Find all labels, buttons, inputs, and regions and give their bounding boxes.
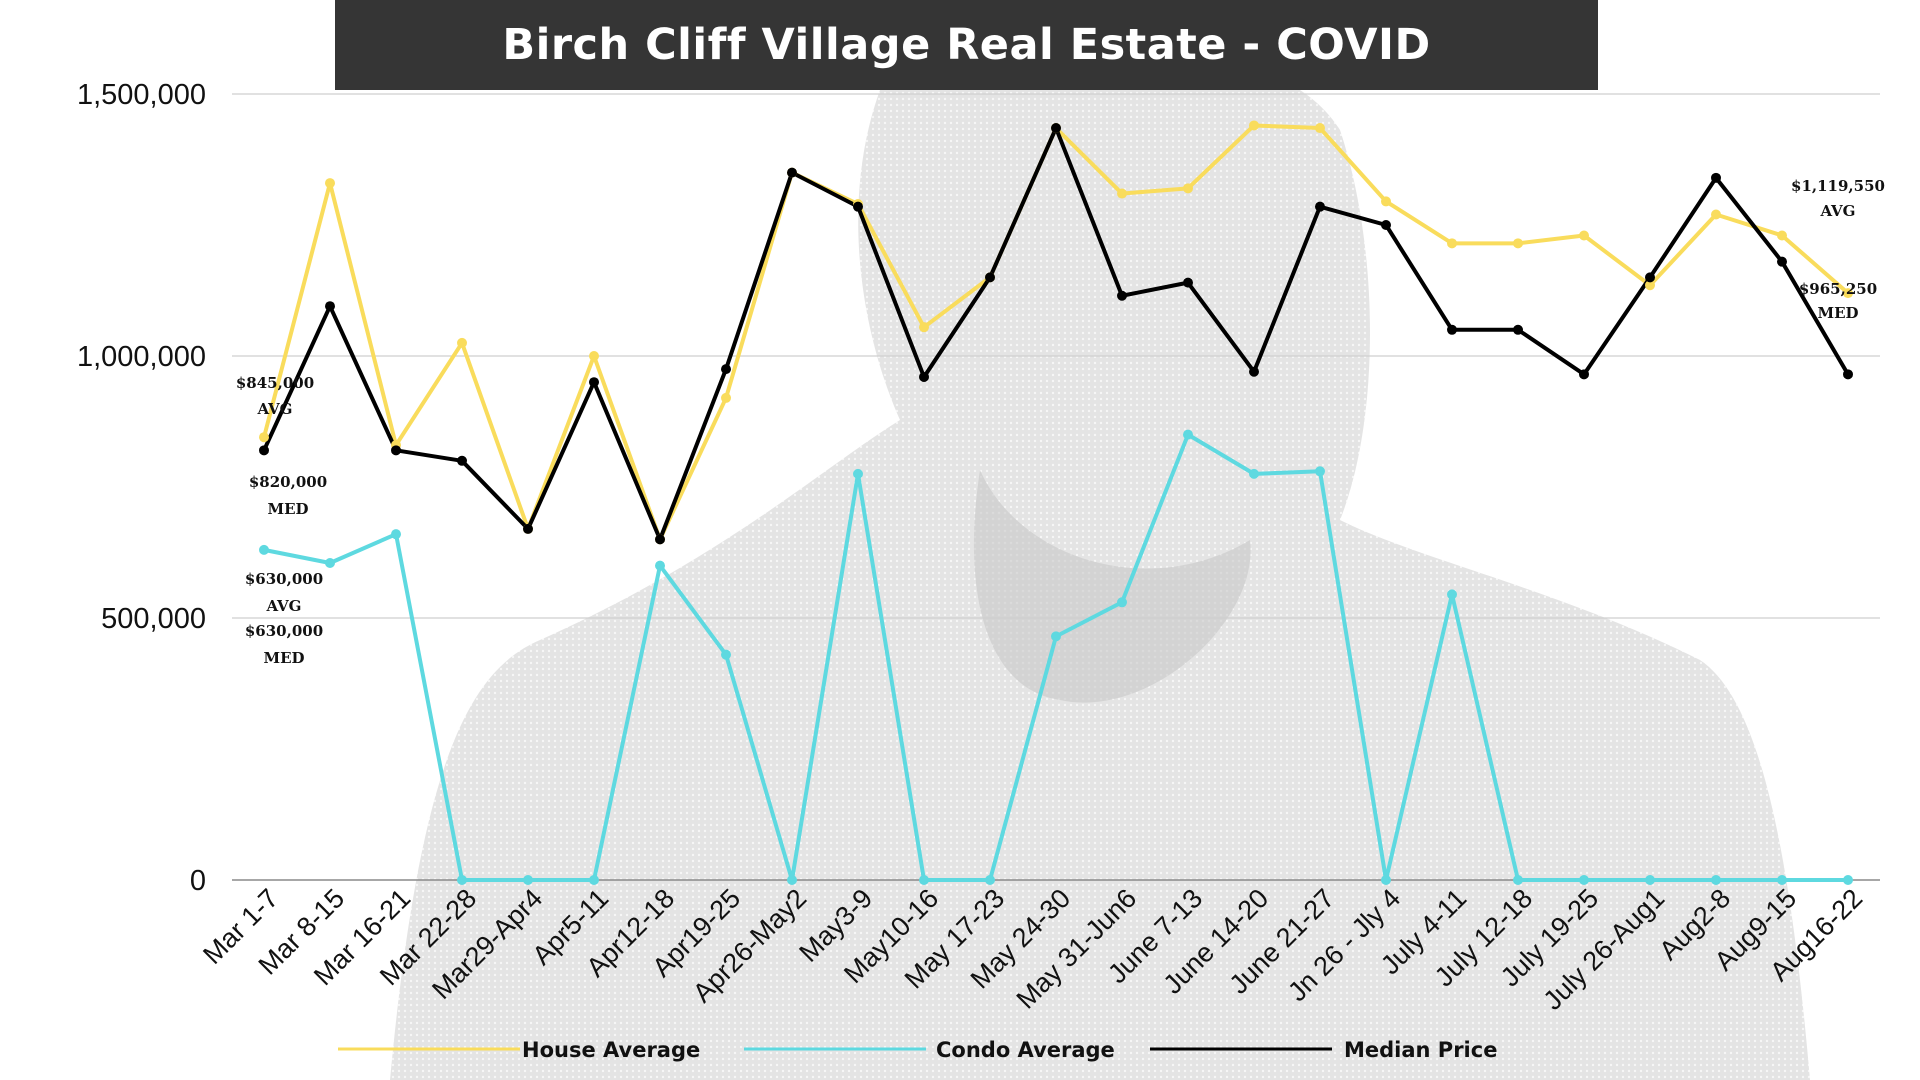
legend-label-median: Median Price [1344,1038,1497,1062]
data-point-condo-average [1051,631,1061,642]
data-point-condo-average [457,875,467,885]
data-point-house-average [1777,230,1787,241]
data-point-condo-average [1447,589,1457,600]
data-point-condo-average [325,557,335,568]
data-point-condo-average [523,875,533,885]
data-point-median-price [391,445,401,456]
data-point-median-price [853,201,863,212]
y-tick-label: 0 [190,865,206,897]
data-point-house-average [1843,288,1853,299]
data-point-condo-average [787,875,797,885]
annotation-start-condo-avg-label: AVG [266,597,302,615]
data-point-median-price [919,371,929,382]
data-point-condo-average [1249,468,1259,479]
data-point-median-price [1117,290,1127,301]
data-point-house-average [1117,188,1127,199]
data-point-median-price [1447,324,1457,335]
data-point-house-average [1315,123,1325,134]
data-point-condo-average [1117,597,1127,608]
data-point-house-average [1711,209,1721,220]
annotation-start-condo-avg-value: $630,000 [245,570,323,588]
data-point-condo-average [1777,875,1787,885]
data-point-condo-average [985,875,995,885]
data-point-house-average [1645,280,1655,291]
annotation-end-median-value: $965,250 [1799,280,1877,298]
annotation-start-condo-med-label: MED [263,649,304,667]
legend: House Average Condo Average Median Price [338,1038,1497,1062]
data-point-median-price [1843,369,1853,380]
data-point-median-price [1711,172,1721,183]
data-point-median-price [1777,256,1787,267]
data-point-condo-average [1315,466,1325,477]
data-point-condo-average [853,468,863,479]
data-point-median-price [457,455,467,466]
series-lines [262,123,1850,882]
data-point-house-average [1447,238,1457,249]
data-point-condo-average [919,875,929,885]
data-point-median-price [1381,220,1391,230]
y-tick-label: 1,000,000 [77,341,206,373]
data-point-median-price [589,377,599,388]
data-point-median-price [985,272,995,283]
annotations: $845,000 AVG $820,000 MED $630,000 AVG $… [236,177,1885,667]
data-point-condo-average [391,529,401,540]
y-tick-label: 500,000 [101,603,206,635]
series-line-median-price [262,126,1850,542]
data-point-house-average [919,322,929,333]
annotation-start-house-label: AVG [257,400,293,418]
y-axis-ticks: 0 500,000 1,000,000 1,500,000 [77,79,206,897]
annotation-end-house-label: AVG [1820,202,1856,220]
legend-label-house: House Average [522,1038,700,1062]
data-point-median-price [787,167,797,178]
annotation-end-median-label: MED [1817,304,1858,322]
data-point-condo-average [1381,875,1391,885]
data-point-median-price [1183,277,1193,288]
data-point-median-price [523,523,533,534]
data-point-median-price [655,534,665,545]
data-point-house-average [589,351,599,361]
data-point-median-price [1315,201,1325,212]
data-point-condo-average [1513,875,1523,885]
legend-label-condo: Condo Average [936,1038,1115,1062]
data-point-median-price [721,364,731,375]
title-bar: Birch Cliff Village Real Estate - COVID [335,0,1598,90]
data-point-condo-average [655,560,665,571]
data-point-median-price [1051,123,1061,134]
data-point-median-price [259,445,269,456]
chart-title: Birch Cliff Village Real Estate - COVID [502,20,1431,70]
data-point-median-price [1249,366,1259,377]
annotation-start-median-value: $820,000 [249,473,327,491]
data-point-condo-average [721,649,731,660]
gridlines [232,93,1880,881]
data-point-house-average [1249,120,1259,131]
data-point-median-price [1513,324,1523,335]
data-point-median-price [1579,369,1589,380]
data-point-condo-average [1183,429,1193,440]
data-point-house-average [325,178,335,189]
data-point-house-average [259,432,269,443]
y-tick-label: 1,500,000 [77,79,206,111]
data-point-house-average [1579,230,1589,241]
data-point-median-price [325,301,335,312]
data-point-house-average [457,337,467,348]
data-point-condo-average [259,544,269,555]
data-point-condo-average [1711,875,1721,885]
data-point-house-average [1183,183,1193,194]
data-point-condo-average [1843,875,1853,885]
data-point-house-average [1513,238,1523,249]
annotation-end-house-value: $1,119,550 [1791,177,1885,195]
annotation-start-house-value: $845,000 [236,374,314,392]
data-point-house-average [721,392,731,403]
data-point-median-price [1645,272,1655,283]
data-point-condo-average [589,875,599,885]
annotation-start-condo-med-value: $630,000 [245,622,323,640]
data-point-house-average [1381,196,1391,207]
series-points [259,120,1853,885]
data-point-condo-average [1645,875,1655,885]
annotation-start-median-label: MED [267,500,308,518]
data-point-condo-average [1579,875,1589,885]
